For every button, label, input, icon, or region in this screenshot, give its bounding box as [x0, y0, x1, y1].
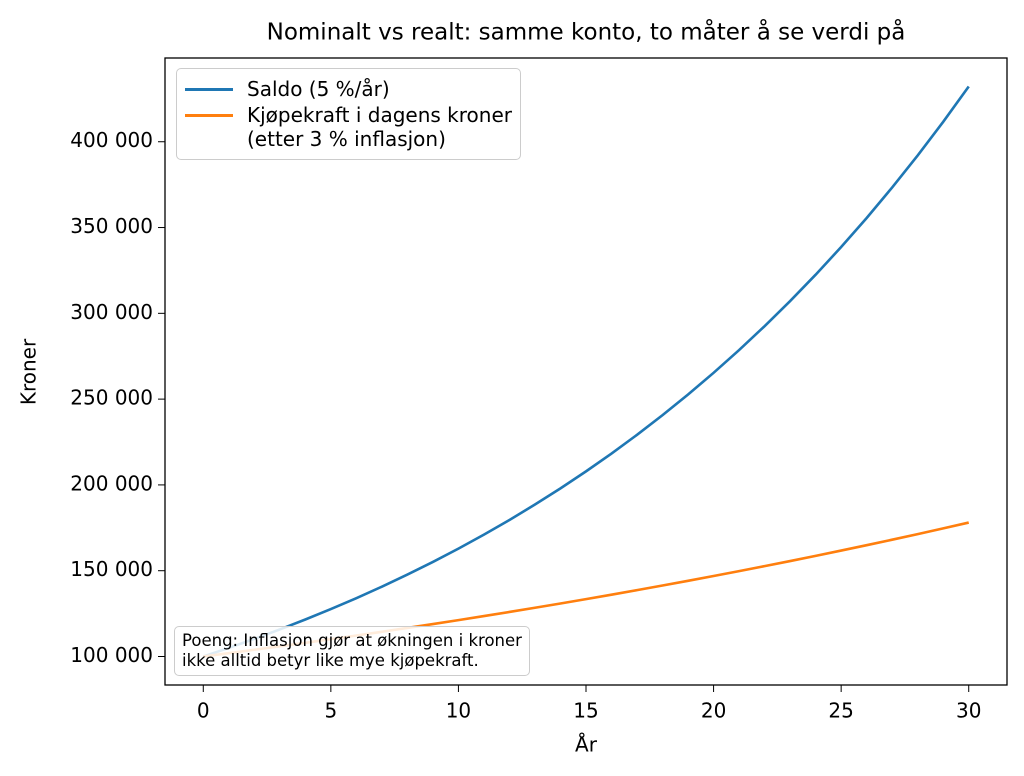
line	[202, 85, 970, 658]
legend-swatch	[185, 114, 233, 117]
chart-title: Nominalt vs realt: samme konto, to måter…	[267, 18, 906, 46]
y-tick-label: 400 000	[70, 128, 153, 152]
x-axis-label: År	[575, 733, 598, 757]
legend-label: Kjøpekraft i dagens kroner (etter 3 % in…	[247, 103, 512, 151]
y-tick-label: 150 000	[70, 557, 153, 581]
legend-swatch	[185, 88, 233, 91]
y-tick-label: 300 000	[70, 300, 153, 324]
y-tick-label: 350 000	[70, 214, 153, 238]
y-tick-label: 200 000	[70, 471, 153, 495]
y-axis-label: Kroner	[17, 338, 41, 405]
x-tick-label: 15	[573, 699, 598, 723]
x-tick-label: 5	[324, 699, 337, 723]
legend-item: Kjøpekraft i dagens kroner (etter 3 % in…	[185, 103, 512, 151]
x-tick-label: 0	[197, 699, 210, 723]
legend-label: Saldo (5 %/år)	[247, 77, 390, 101]
x-tick-label: 20	[701, 699, 726, 723]
legend: Saldo (5 %/år) Kjøpekraft i dagens kroner…	[176, 68, 521, 160]
x-tick-label: 10	[446, 699, 471, 723]
x-tick-label: 25	[828, 699, 853, 723]
y-tick-label: 250 000	[70, 386, 153, 410]
annotation: Poeng: Inflasjon gjør at økningen i kron…	[174, 626, 530, 676]
plot-frame	[164, 57, 1008, 686]
x-tick-label: 30	[956, 699, 981, 723]
legend-item: Saldo (5 %/år)	[185, 77, 512, 101]
y-tick-label: 100 000	[70, 643, 153, 667]
